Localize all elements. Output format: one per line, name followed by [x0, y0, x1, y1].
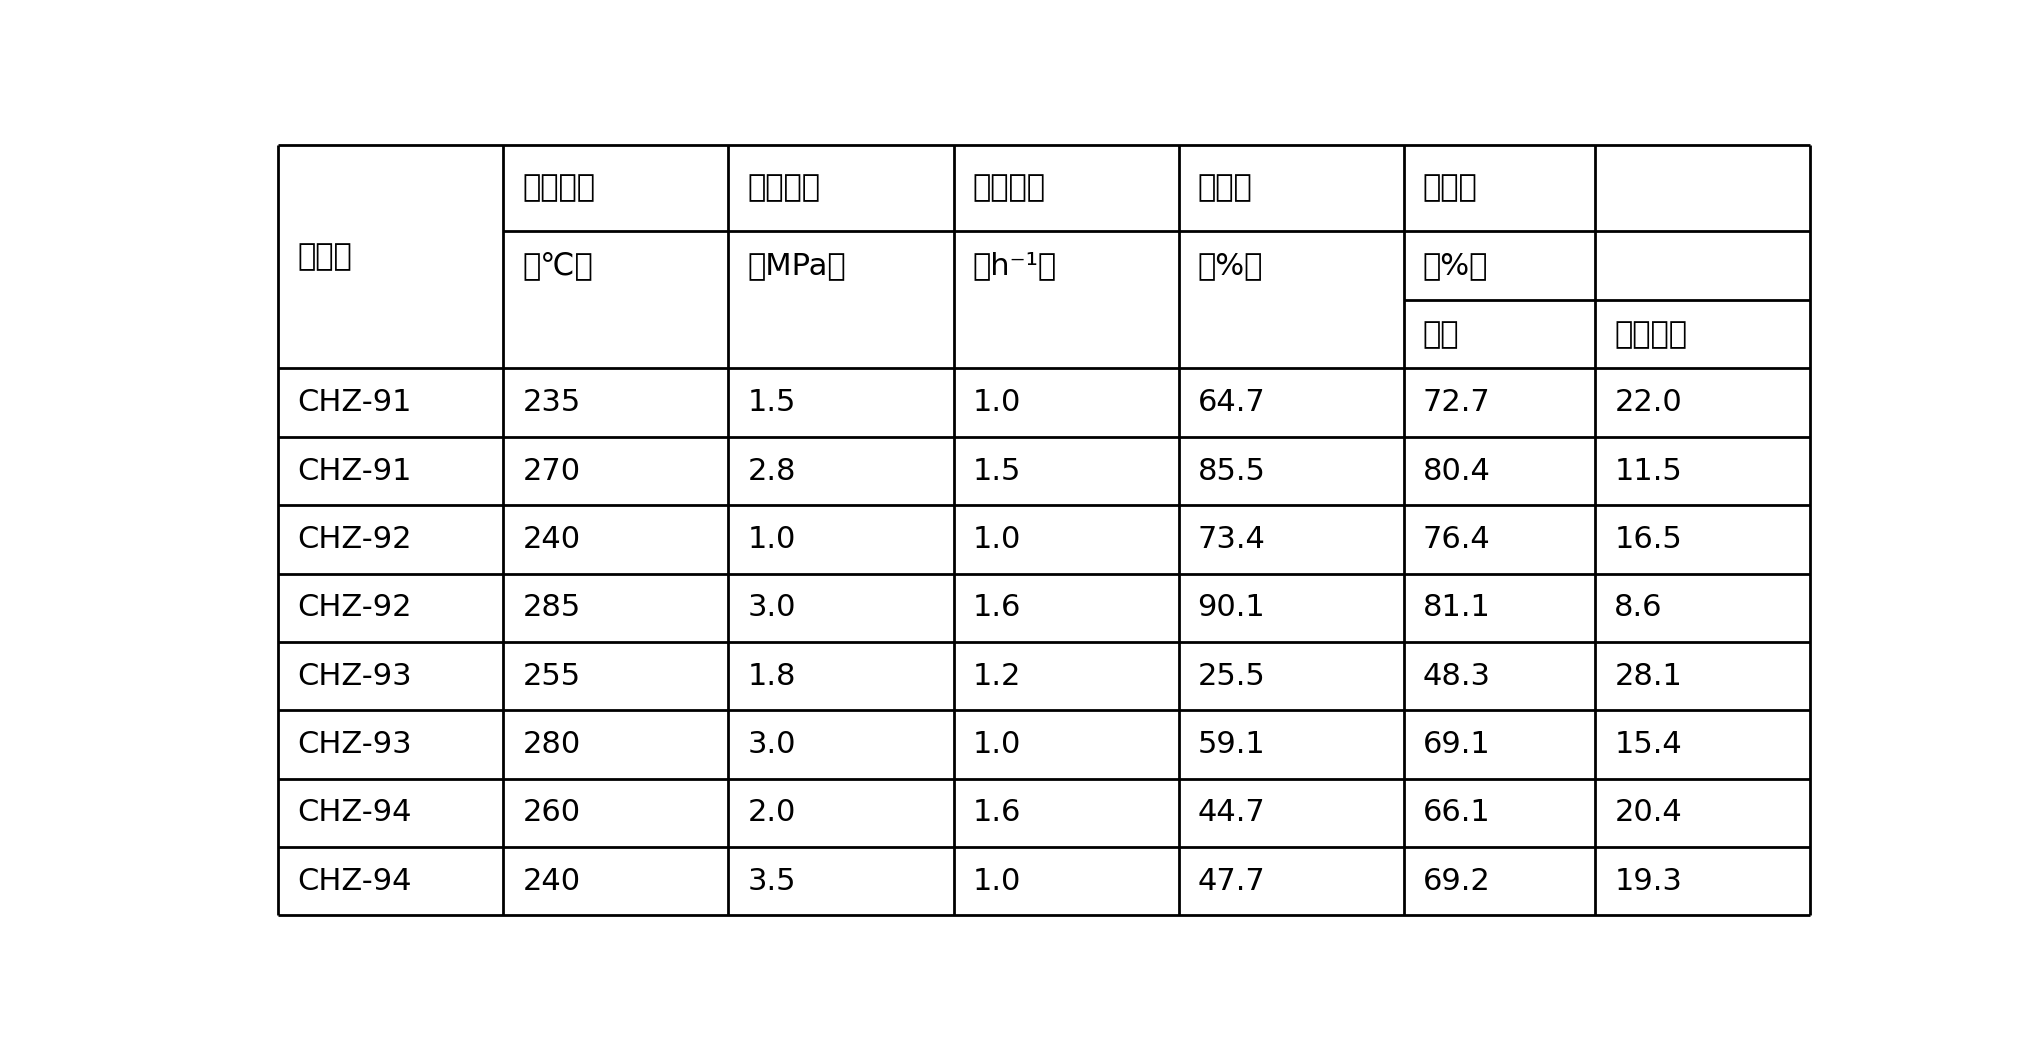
- Text: CHZ-93: CHZ-93: [297, 662, 411, 691]
- Text: 催化剂: 催化剂: [297, 243, 352, 271]
- Text: 1.6: 1.6: [972, 593, 1021, 622]
- Text: 59.1: 59.1: [1198, 730, 1265, 759]
- Text: 1.8: 1.8: [748, 662, 796, 691]
- Text: 3.0: 3.0: [748, 730, 796, 759]
- Text: 16.5: 16.5: [1615, 525, 1683, 554]
- Text: 15.4: 15.4: [1615, 730, 1683, 759]
- Text: 3.0: 3.0: [748, 593, 796, 622]
- Text: 1.5: 1.5: [748, 389, 796, 417]
- Text: 8.6: 8.6: [1615, 593, 1662, 622]
- Text: 44.7: 44.7: [1198, 798, 1265, 827]
- Text: 2.0: 2.0: [748, 798, 796, 827]
- Text: 25.5: 25.5: [1198, 662, 1265, 691]
- Text: 1.0: 1.0: [972, 525, 1021, 554]
- Text: 90.1: 90.1: [1198, 593, 1265, 622]
- Text: 20.4: 20.4: [1615, 798, 1683, 827]
- Text: 反应温度: 反应温度: [521, 174, 595, 202]
- Text: 240: 240: [521, 525, 581, 554]
- Text: 转化率: 转化率: [1198, 174, 1253, 202]
- Text: 81.1: 81.1: [1422, 593, 1491, 622]
- Text: CHZ-92: CHZ-92: [297, 525, 411, 554]
- Text: 47.7: 47.7: [1198, 867, 1265, 896]
- Text: CHZ-92: CHZ-92: [297, 593, 411, 622]
- Text: 285: 285: [521, 593, 581, 622]
- Text: （℃）: （℃）: [521, 251, 593, 280]
- Text: 22.0: 22.0: [1615, 389, 1683, 417]
- Text: 66.1: 66.1: [1422, 798, 1491, 827]
- Text: 255: 255: [521, 662, 581, 691]
- Text: 48.3: 48.3: [1422, 662, 1491, 691]
- Text: 280: 280: [521, 730, 581, 759]
- Text: 1.2: 1.2: [972, 662, 1021, 691]
- Text: （%）: （%）: [1422, 251, 1487, 280]
- Text: 选择性: 选择性: [1422, 174, 1477, 202]
- Text: 80.4: 80.4: [1422, 456, 1491, 486]
- Text: 64.7: 64.7: [1198, 389, 1265, 417]
- Text: 240: 240: [521, 867, 581, 896]
- Text: 乙酸乙酯: 乙酸乙酯: [1615, 320, 1687, 349]
- Text: （MPa）: （MPa）: [748, 251, 845, 280]
- Text: 72.7: 72.7: [1422, 389, 1491, 417]
- Text: 76.4: 76.4: [1422, 525, 1491, 554]
- Text: 28.1: 28.1: [1615, 662, 1683, 691]
- Text: 1.0: 1.0: [972, 389, 1021, 417]
- Text: 体积空速: 体积空速: [972, 174, 1045, 202]
- Text: 11.5: 11.5: [1615, 456, 1683, 486]
- Text: CHZ-94: CHZ-94: [297, 798, 411, 827]
- Text: 69.2: 69.2: [1422, 867, 1491, 896]
- Text: 乙醇: 乙醇: [1422, 320, 1458, 349]
- Text: 3.5: 3.5: [748, 867, 796, 896]
- Text: CHZ-91: CHZ-91: [297, 456, 411, 486]
- Text: 85.5: 85.5: [1198, 456, 1265, 486]
- Text: 69.1: 69.1: [1422, 730, 1491, 759]
- Text: CHZ-91: CHZ-91: [297, 389, 411, 417]
- Text: 1.0: 1.0: [972, 730, 1021, 759]
- Text: 1.6: 1.6: [972, 798, 1021, 827]
- Text: 73.4: 73.4: [1198, 525, 1265, 554]
- Text: 270: 270: [521, 456, 581, 486]
- Text: CHZ-93: CHZ-93: [297, 730, 411, 759]
- Text: （h⁻¹）: （h⁻¹）: [972, 251, 1057, 280]
- Text: 235: 235: [521, 389, 581, 417]
- Text: CHZ-94: CHZ-94: [297, 867, 411, 896]
- Text: 2.8: 2.8: [748, 456, 796, 486]
- Text: （%）: （%）: [1198, 251, 1263, 280]
- Text: 1.5: 1.5: [972, 456, 1021, 486]
- Text: 反应压力: 反应压力: [748, 174, 821, 202]
- Text: 260: 260: [521, 798, 581, 827]
- Text: 1.0: 1.0: [748, 525, 796, 554]
- Text: 19.3: 19.3: [1615, 867, 1683, 896]
- Text: 1.0: 1.0: [972, 867, 1021, 896]
